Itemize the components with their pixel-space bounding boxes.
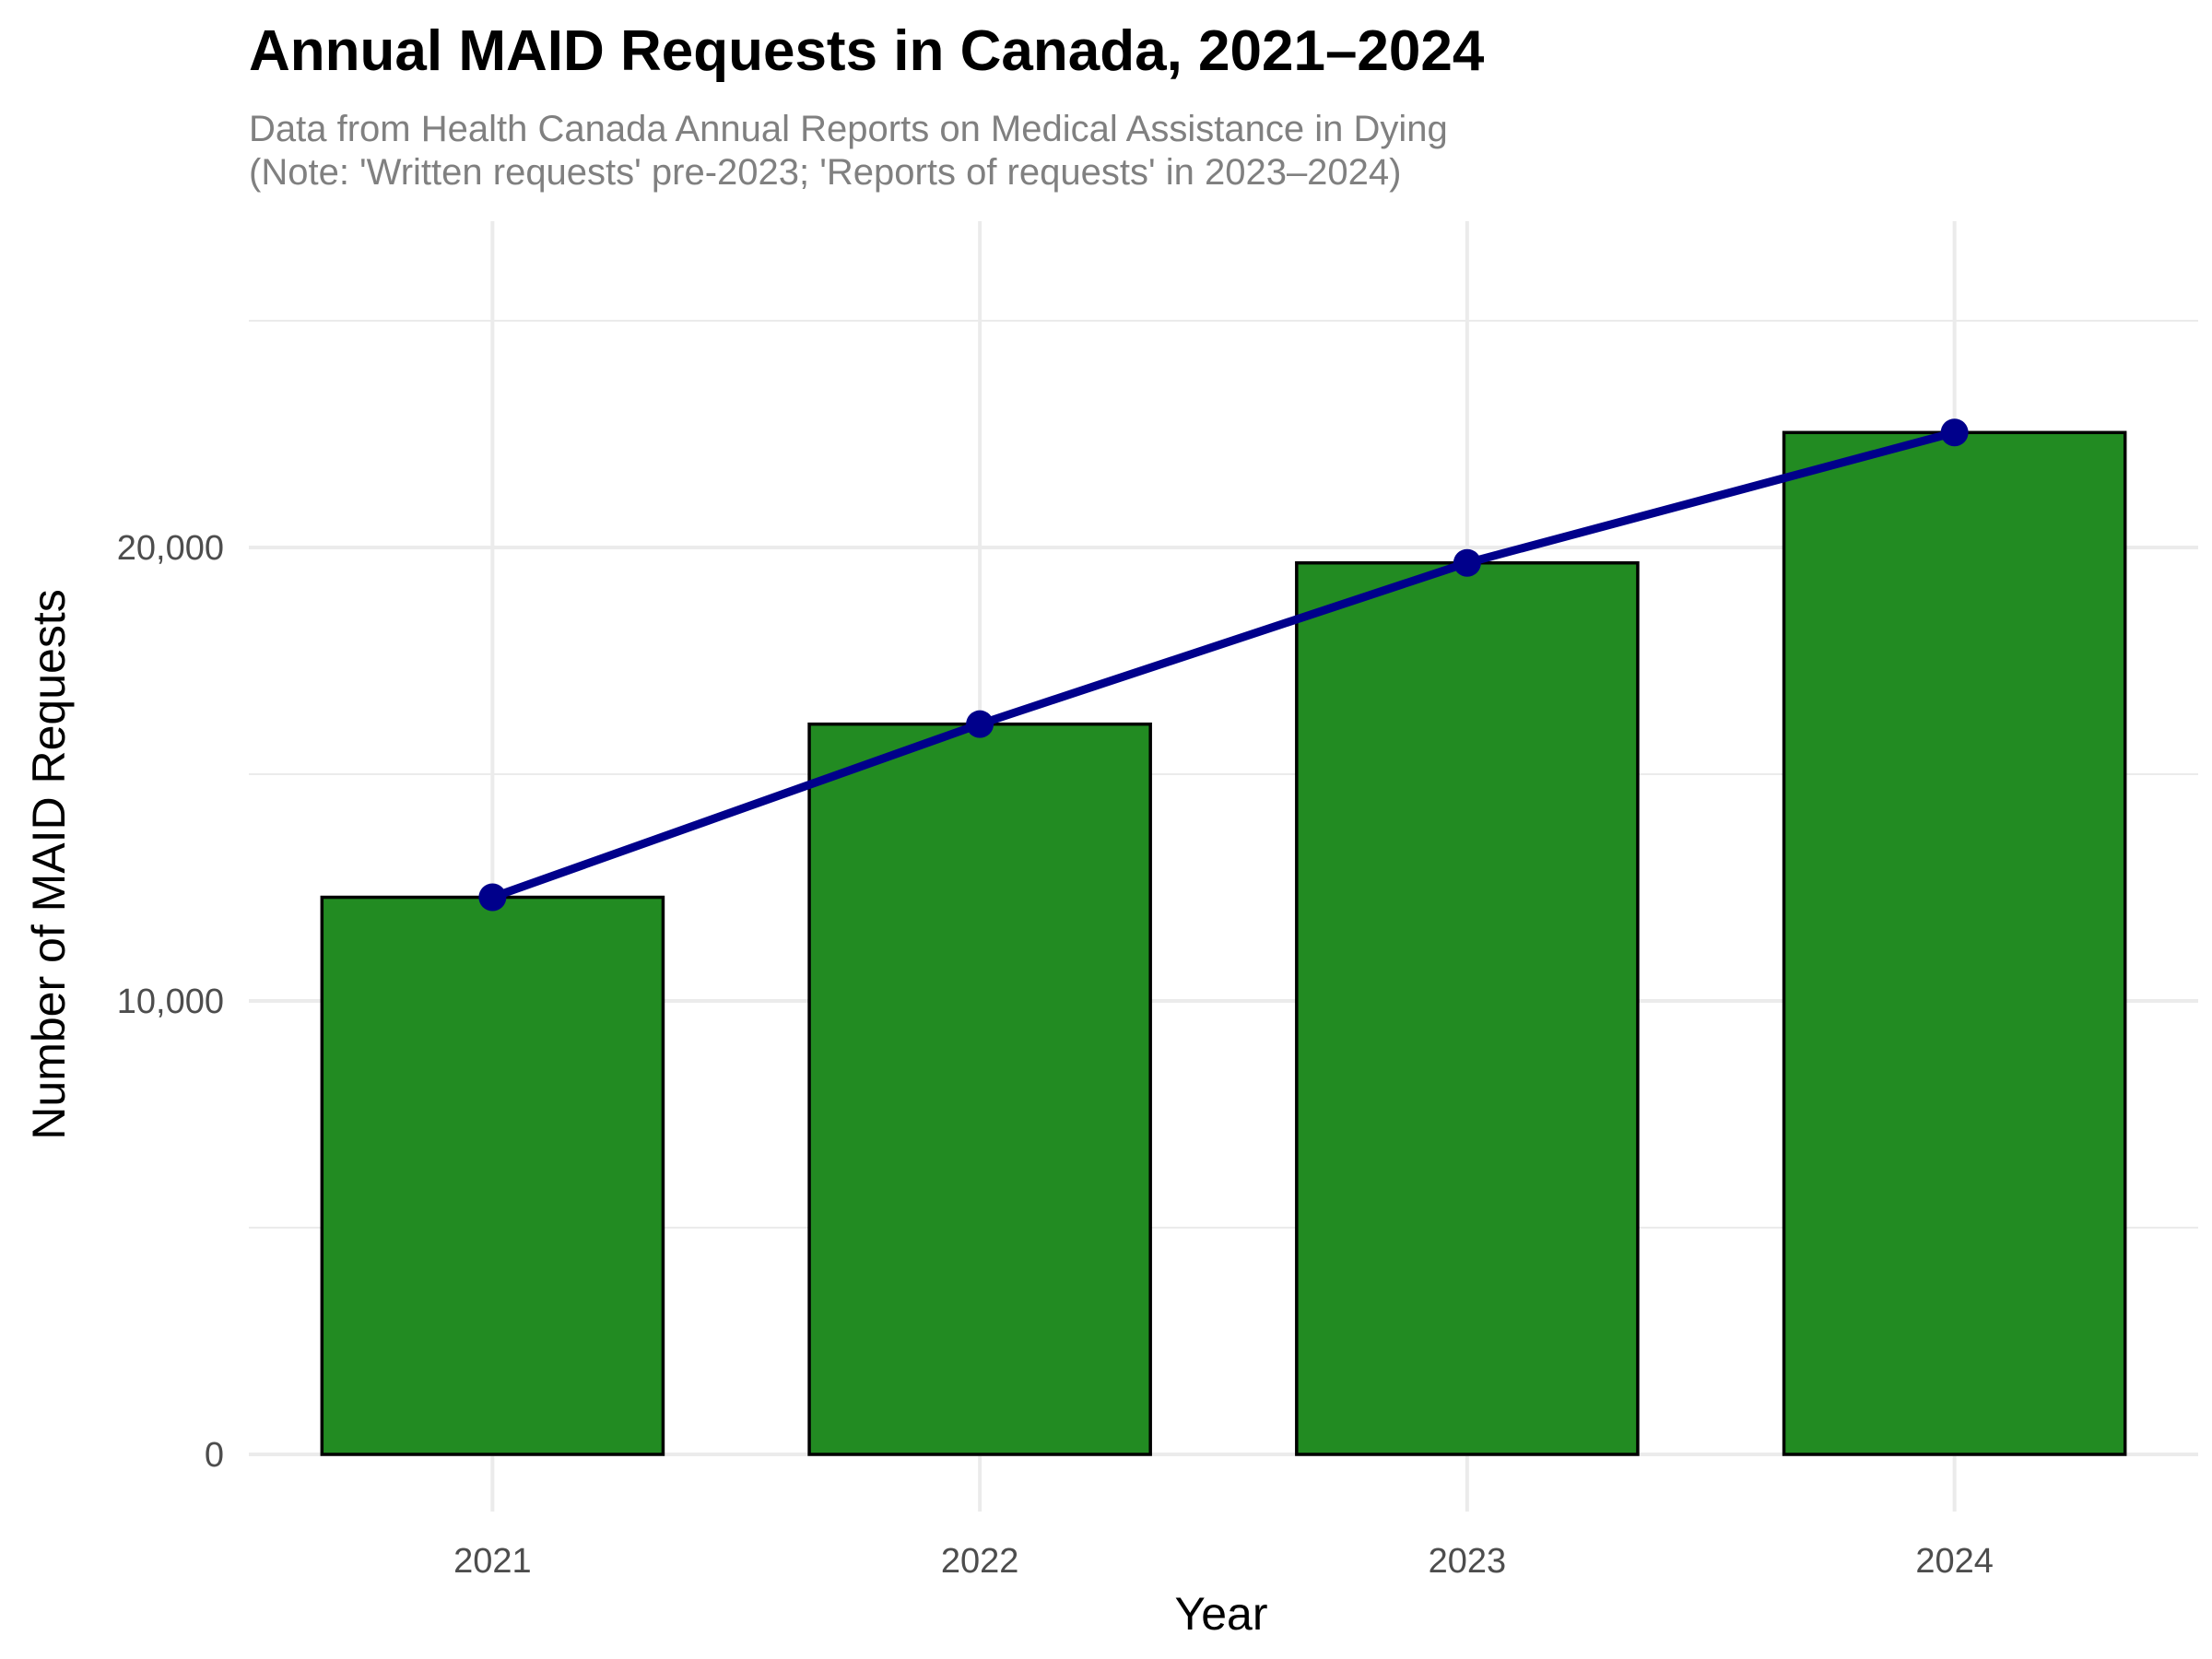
- chart-title: Annual MAID Requests in Canada, 2021–202…: [249, 19, 1485, 83]
- bar-2024: [1782, 430, 2127, 1456]
- trend-point-2023: [1453, 548, 1481, 577]
- bar-2023: [1295, 560, 1640, 1456]
- bar-2021: [320, 895, 665, 1456]
- bar-2022: [807, 722, 1152, 1456]
- y-axis-label: Number of MAID Requests: [23, 589, 75, 1139]
- chart-subtitle-line-1: Data from Health Canada Annual Reports o…: [249, 109, 1448, 149]
- y-tick-label: 20,000: [117, 529, 224, 568]
- x-tick-label: 2024: [1915, 1542, 1994, 1581]
- x-tick-label: 2021: [453, 1542, 532, 1581]
- x-tick-label: 2023: [1429, 1542, 1507, 1581]
- y-tick-label: 10,000: [117, 982, 224, 1021]
- x-axis-label: Year: [1174, 1588, 1267, 1640]
- trend-point-2022: [966, 710, 994, 738]
- trend-point-2021: [478, 883, 507, 912]
- y-tick-label: 0: [205, 1436, 224, 1475]
- trend-point-2024: [1940, 418, 1969, 447]
- chart-subtitle-line-2: (Note: 'Written requests' pre-2023; 'Rep…: [249, 152, 1402, 193]
- x-tick-label: 2022: [941, 1542, 1019, 1581]
- trend-line: [488, 428, 1959, 902]
